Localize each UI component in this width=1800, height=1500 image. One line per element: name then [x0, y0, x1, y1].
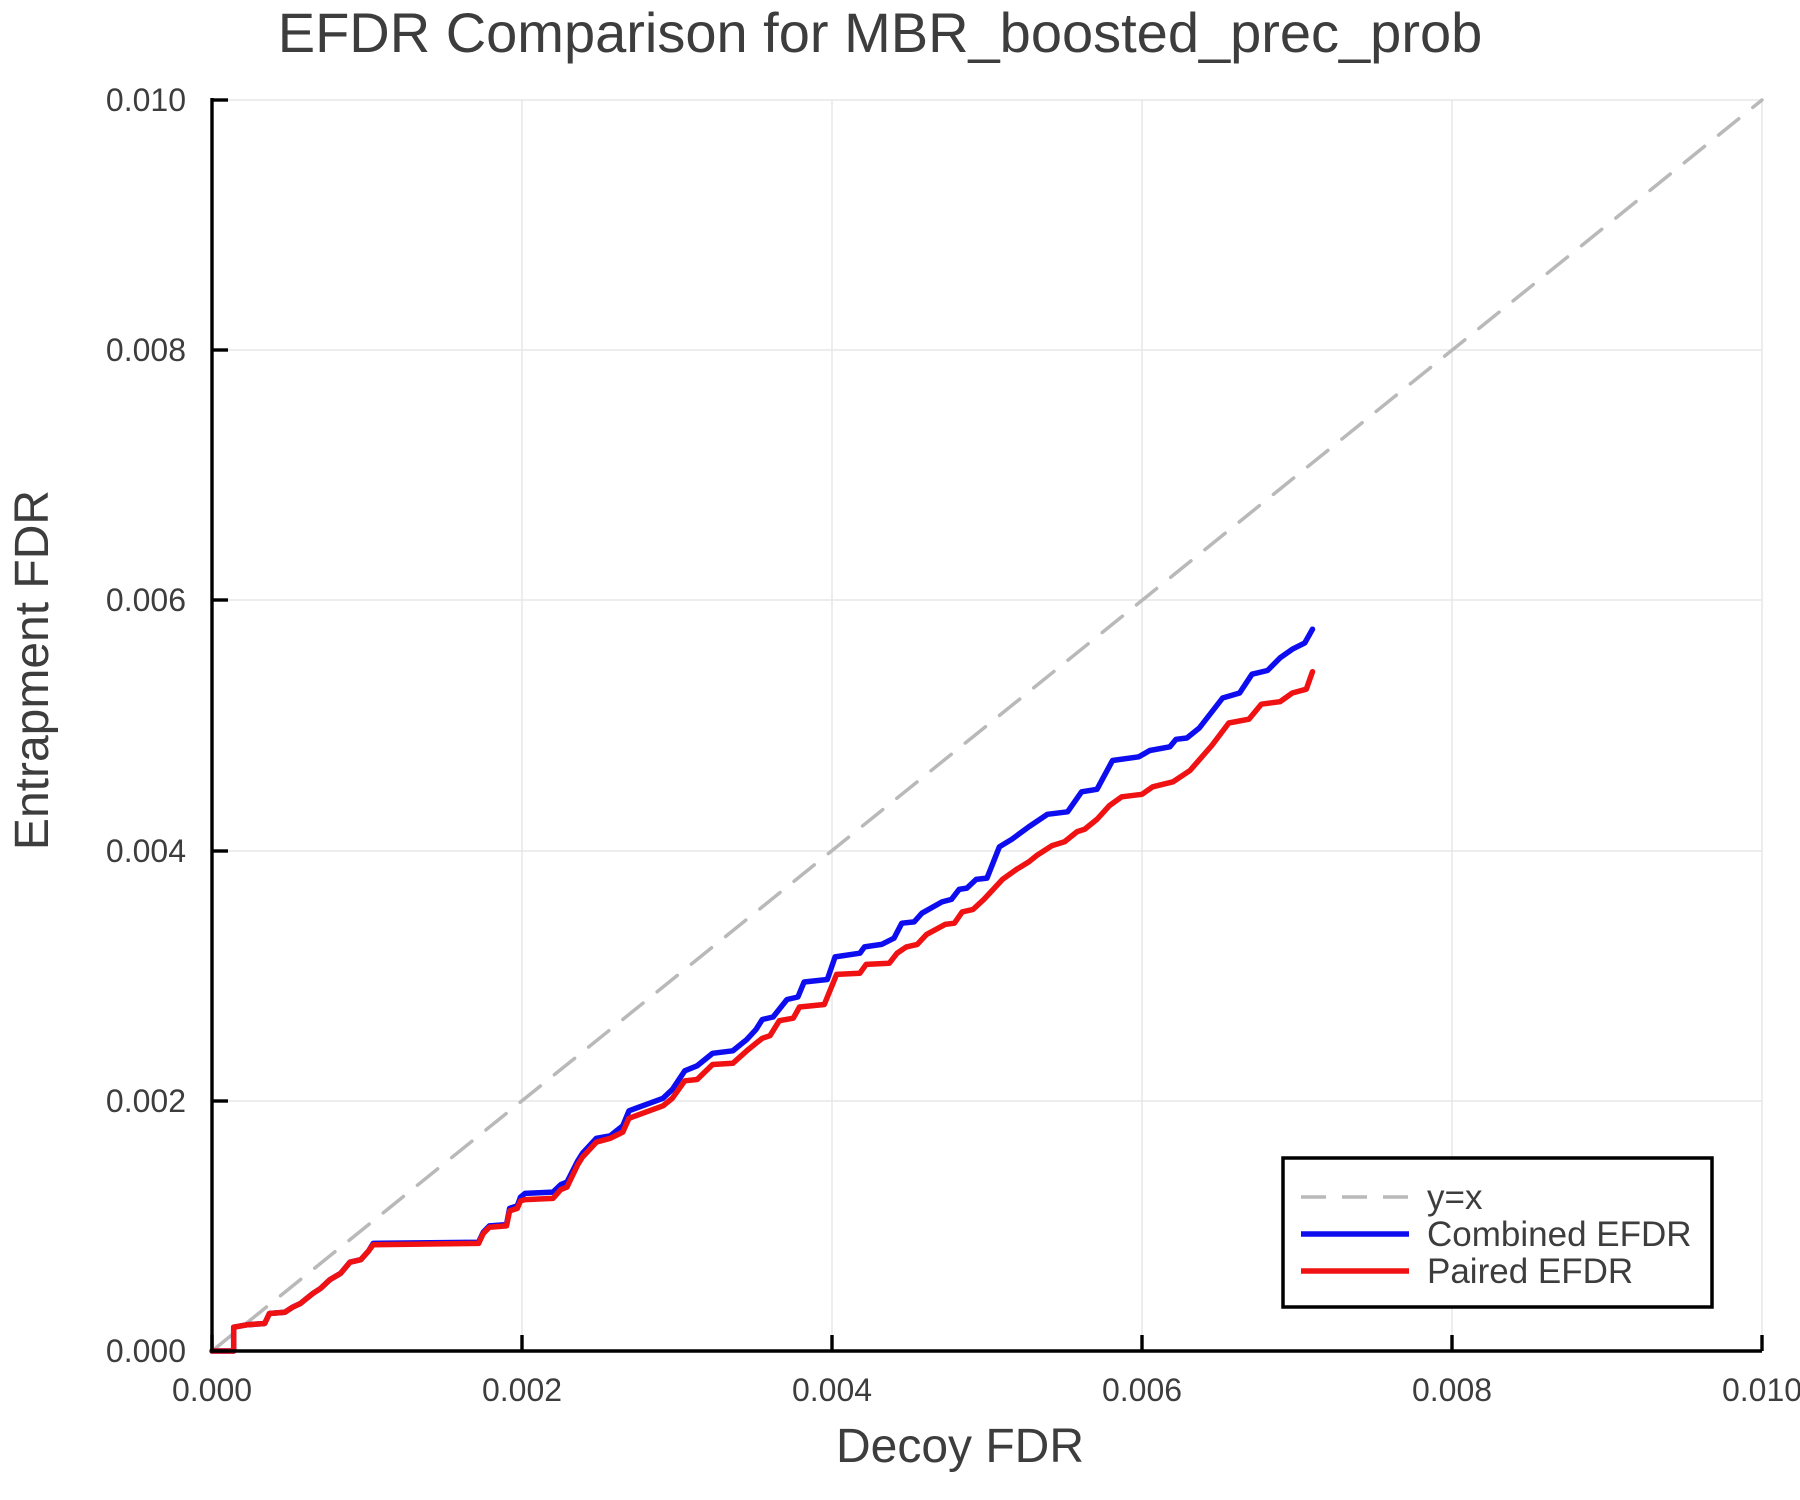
y-tick-labels: 0.000 0.002 0.004 0.006 0.008 0.010 [106, 82, 186, 1369]
legend-label-y-equals-x: y=x [1427, 1178, 1483, 1217]
x-tick-label-5: 0.010 [1722, 1372, 1800, 1408]
paired-efdr-line [209, 668, 1316, 1354]
x-tick-label-0: 0.000 [172, 1372, 252, 1408]
y-equals-x-line [210, 98, 1764, 1353]
x-tick-labels: 0.000 0.002 0.004 0.006 0.008 0.010 [172, 1372, 1800, 1408]
y-tick-label-4: 0.008 [106, 332, 186, 368]
gridlines [212, 99, 1763, 1351]
x-tick-label-4: 0.008 [1412, 1372, 1492, 1408]
axes [210, 98, 1762, 1353]
x-tick-label-3: 0.006 [1102, 1372, 1182, 1408]
y-tick-label-5: 0.010 [106, 82, 186, 118]
chart-title: EFDR Comparison for MBR_boosted_prec_pro… [278, 1, 1483, 64]
y-axis-label: Entrapment FDR [6, 490, 59, 850]
tick-marks [210, 98, 1764, 1353]
x-tick-label-1: 0.002 [482, 1372, 562, 1408]
legend-label-combined-efdr: Combined EFDR [1427, 1215, 1692, 1254]
y-tick-label-3: 0.006 [106, 582, 186, 618]
series-lines [209, 98, 1764, 1354]
x-axis-label: Decoy FDR [836, 1420, 1084, 1473]
y-tick-label-0: 0.000 [106, 1333, 186, 1369]
legend: y=x Combined EFDR Paired EFDR [1281, 1156, 1714, 1309]
legend-label-paired-efdr: Paired EFDR [1427, 1252, 1633, 1291]
y-tick-label-1: 0.002 [106, 1083, 186, 1119]
y-tick-label-2: 0.004 [106, 833, 186, 869]
x-tick-label-2: 0.004 [792, 1372, 872, 1408]
